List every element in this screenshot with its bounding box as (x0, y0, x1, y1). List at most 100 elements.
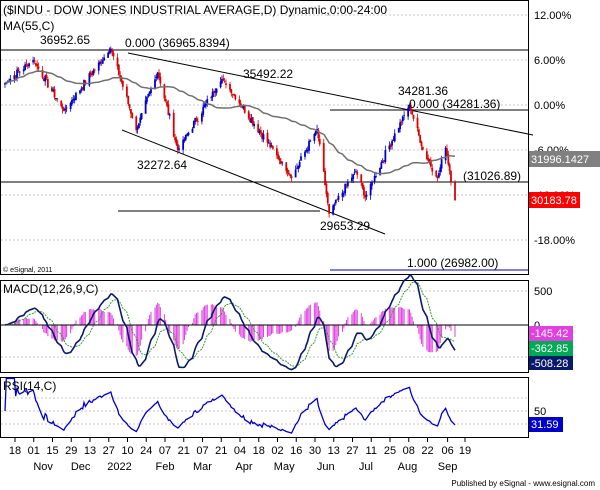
candle-body (241, 106, 243, 108)
price-candle (32, 56, 35, 65)
macd-title: MACD(12,26,9,C) (3, 282, 98, 296)
candle-body (196, 120, 199, 122)
candle-body (194, 118, 197, 123)
candle-body (164, 98, 167, 102)
candle-body (214, 91, 217, 93)
candle-body (389, 144, 392, 147)
price-candle (289, 173, 292, 179)
candle-body (285, 162, 288, 171)
annotation-high-36952: 36952.65 (40, 33, 90, 47)
price-candle (174, 133, 176, 143)
candle-body (393, 133, 396, 142)
price-candle (26, 63, 29, 70)
price-candle (229, 81, 231, 93)
price-candle (225, 79, 227, 89)
candle-body (131, 113, 134, 118)
candle-body (416, 117, 419, 129)
price-candle (234, 94, 237, 101)
candle-body (384, 150, 387, 162)
candle-body (336, 199, 339, 201)
candle-body (26, 64, 29, 67)
candle-body (187, 132, 190, 136)
price-candle (420, 140, 423, 151)
candle-body (221, 78, 223, 83)
price-candle (138, 122, 140, 129)
candle-body (379, 167, 381, 175)
candle-body (314, 130, 317, 136)
candle-body (202, 106, 205, 115)
candle-body (54, 98, 57, 99)
candle-body (298, 161, 301, 168)
price-candle (120, 75, 123, 84)
price-candle (381, 158, 384, 163)
x-axis-tick-label: 21 (178, 445, 190, 457)
candle-body (63, 108, 65, 112)
x-axis-tick-label: 27 (346, 445, 358, 457)
price-candle (332, 203, 335, 216)
candle-body (352, 174, 355, 179)
candle-body (154, 79, 156, 89)
price-candle (412, 114, 415, 122)
candle-body (136, 127, 139, 130)
price-candle (93, 68, 96, 74)
candle-body (399, 122, 401, 130)
candle-body (269, 142, 272, 148)
candle-body (231, 94, 234, 96)
price-candle (371, 180, 373, 190)
price-candle (429, 156, 432, 169)
price-candle (108, 47, 111, 55)
x-axis-tick-label: 15 (46, 445, 58, 457)
candle-body (222, 78, 225, 81)
price-candle (148, 91, 151, 97)
price-candle (167, 100, 170, 116)
candle-body (71, 99, 73, 105)
candle-body (93, 69, 96, 71)
price-axis-tick: 0.00% (534, 100, 565, 112)
candle-body (342, 193, 345, 195)
price-candle (107, 51, 110, 58)
candle-body (421, 147, 424, 150)
candle-body (37, 66, 40, 69)
price-candle (202, 102, 205, 118)
candle-body (65, 107, 68, 109)
candle-body (92, 70, 95, 75)
candle-body (168, 114, 171, 116)
candle-body (380, 162, 383, 169)
candle-body (436, 176, 439, 179)
price-candle (71, 97, 73, 106)
candle-body (24, 64, 26, 70)
price-candle (296, 163, 298, 170)
annotation-fib0-left: 0.000 (36965.8394) (125, 36, 230, 50)
candle-body (304, 151, 306, 157)
price-candle (279, 158, 282, 165)
x-axis-tick-label: 24 (140, 445, 152, 457)
candle-body (121, 81, 124, 87)
channel-lower-line (121, 129, 386, 235)
candle-body (439, 167, 442, 173)
price-candle (364, 191, 367, 202)
rsi-grid (1, 397, 528, 425)
candle-body (350, 177, 353, 181)
price-candle (125, 83, 128, 98)
price-candle (206, 95, 209, 107)
candle-body (175, 139, 178, 145)
price-candle (42, 77, 45, 82)
price-candle (129, 109, 132, 118)
candle-body (332, 205, 335, 215)
rsi-title: RSI(14,C) (3, 379, 56, 393)
candle-body (230, 89, 233, 94)
price-candle (203, 102, 206, 108)
price-candle (73, 95, 76, 104)
macd-axis-tick: 500 (534, 286, 552, 298)
rsi-value: 31.59 (531, 419, 559, 431)
candle-body (203, 104, 206, 108)
candle-body (229, 84, 231, 90)
candle-body (211, 91, 214, 98)
candle-body (109, 48, 112, 53)
candle-body (81, 87, 84, 90)
candle-body (91, 73, 93, 76)
macd-signal-badge (529, 341, 573, 356)
candle-body (25, 63, 28, 65)
candle-body (344, 183, 347, 194)
price-candle (99, 59, 101, 66)
